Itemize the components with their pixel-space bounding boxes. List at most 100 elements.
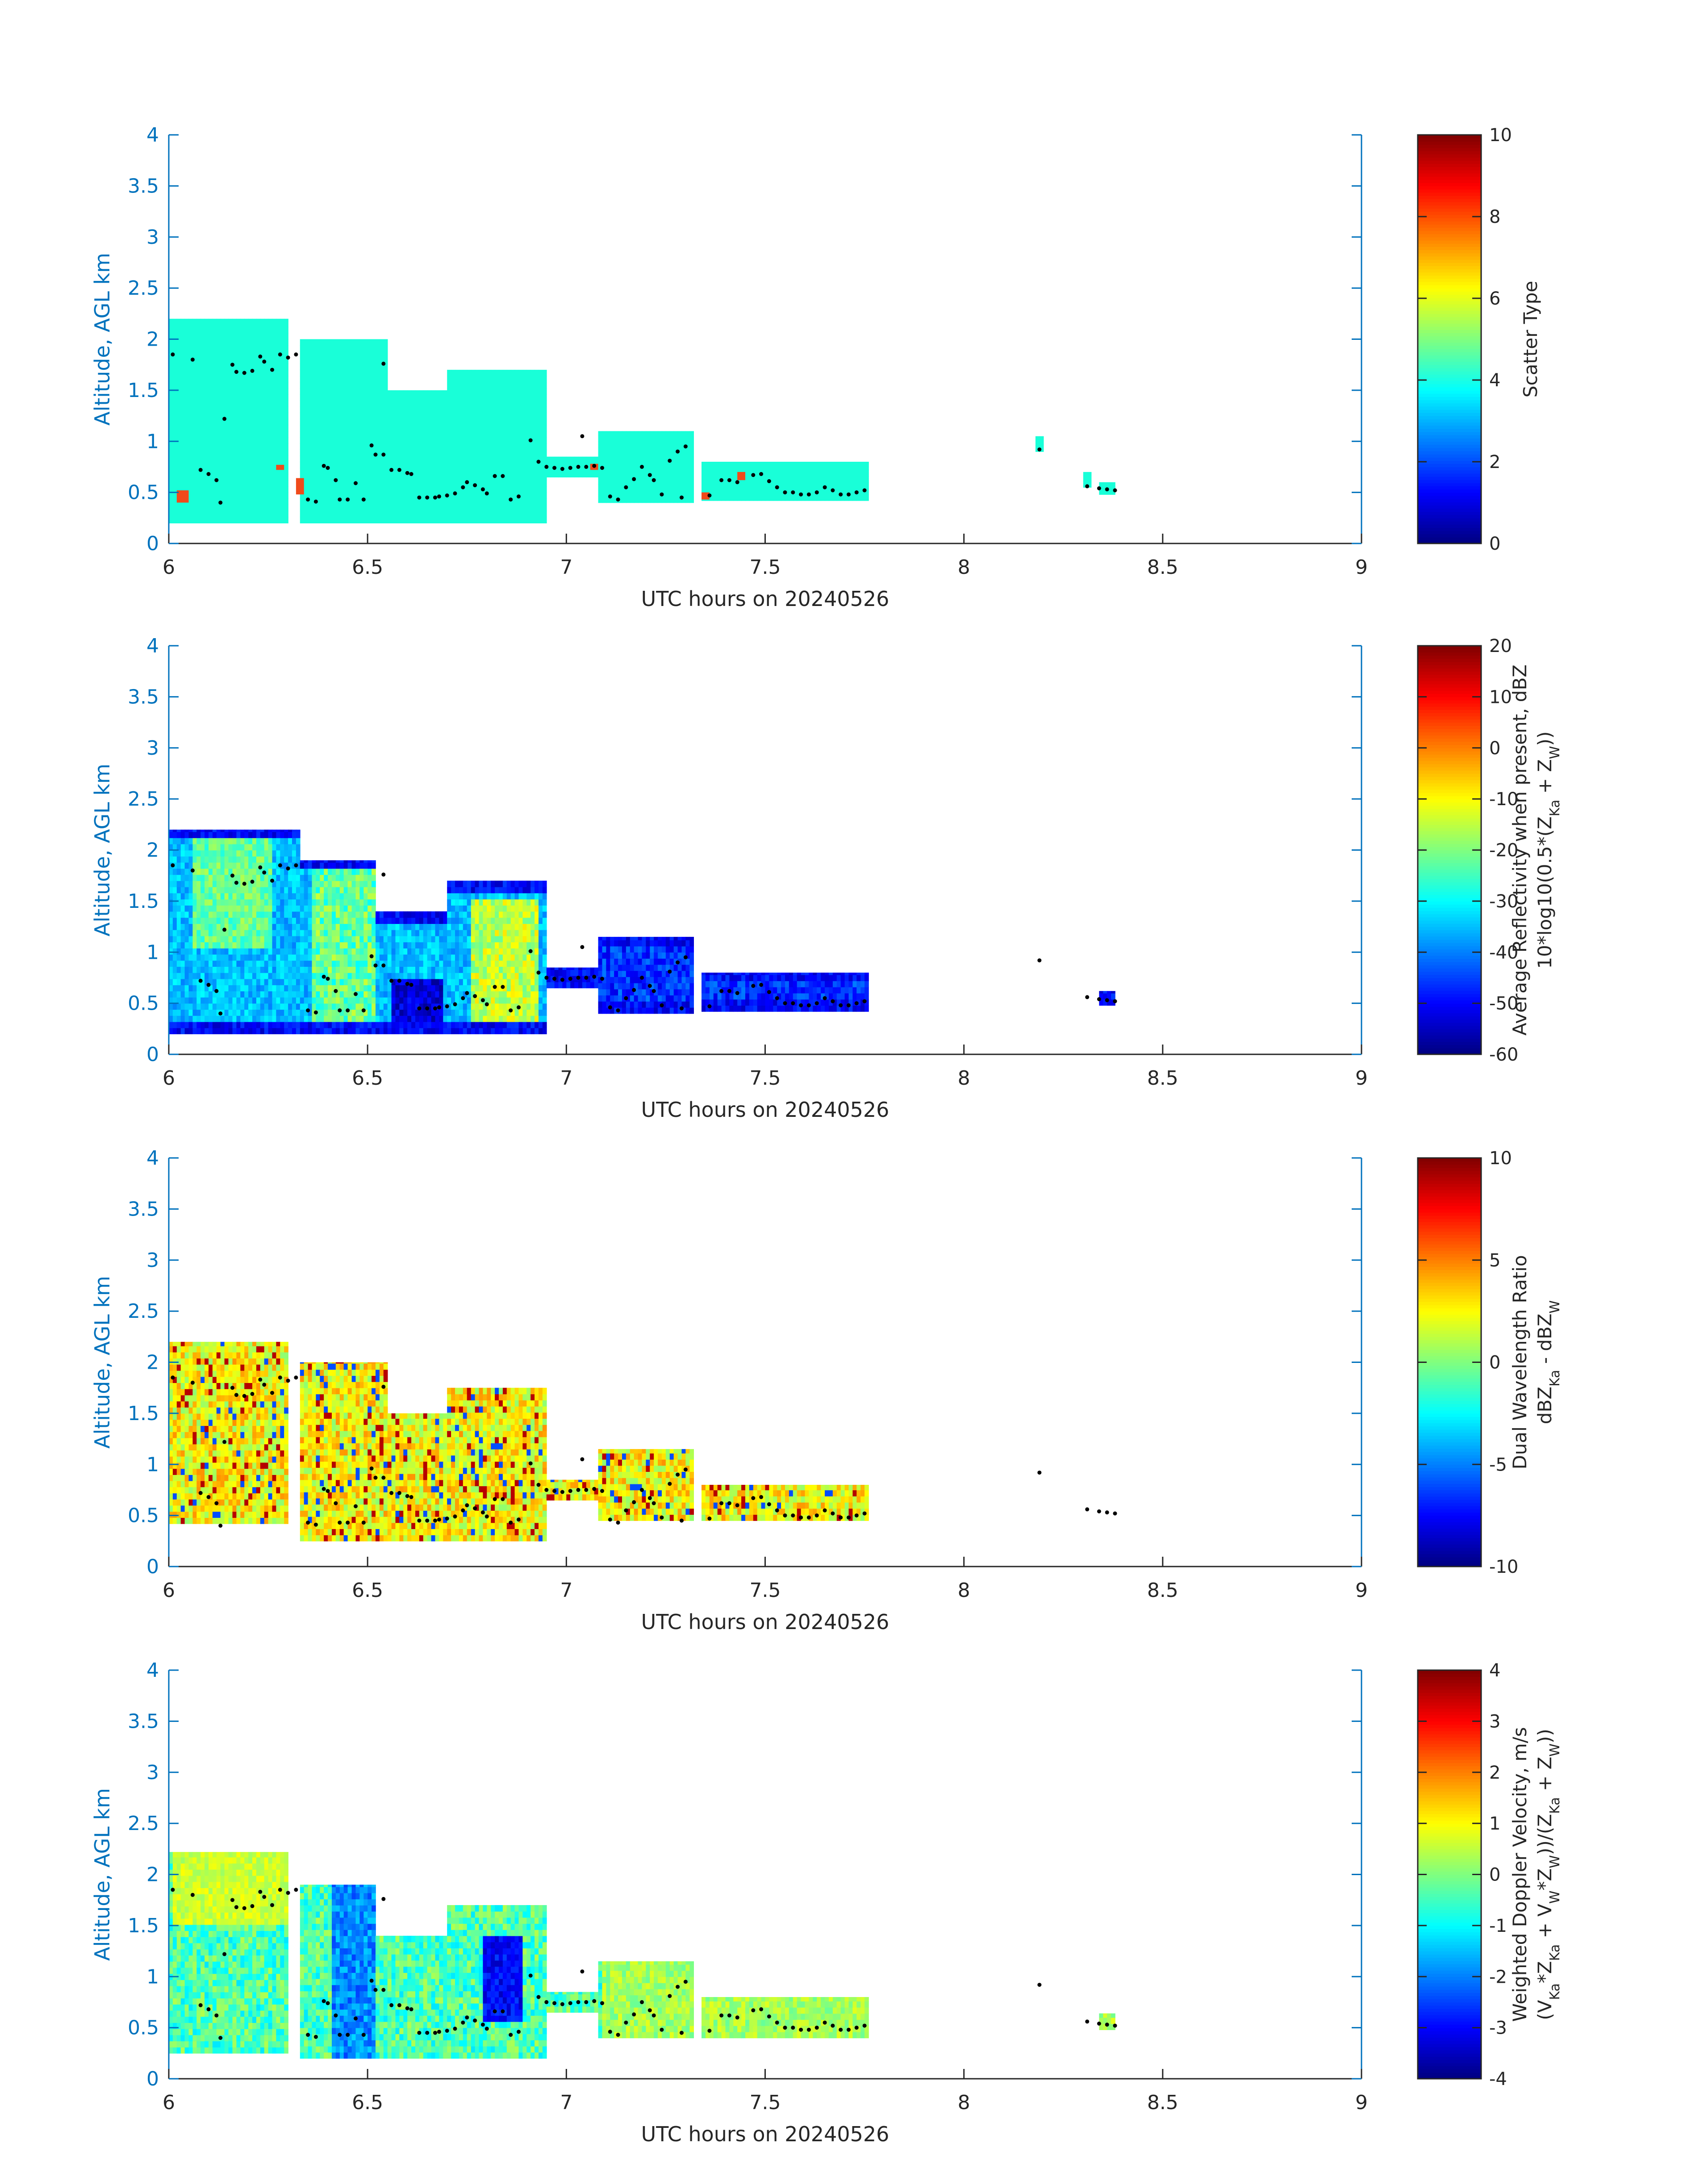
heatmap-cell: [184, 917, 189, 924]
heatmap-cell: [459, 376, 464, 383]
heatmap-cell: [864, 494, 869, 501]
heatmap-cell: [312, 425, 317, 432]
heatmap-cell: [840, 494, 845, 501]
heatmap-cell: [236, 449, 241, 456]
heatmap-cell: [610, 466, 614, 472]
heatmap-cell: [180, 917, 185, 924]
colorbar-tick-label: 6: [1489, 288, 1500, 309]
heatmap-cell: [288, 985, 292, 991]
heatmap-cell: [300, 1003, 305, 1010]
heatmap-cell: [455, 394, 459, 401]
heatmap-cell: [220, 388, 225, 395]
heatmap-cell: [224, 321, 229, 327]
height-marker: [465, 480, 469, 485]
heatmap-cell: [256, 832, 261, 838]
heatmap-cell: [260, 886, 265, 894]
heatmap-cell: [435, 498, 440, 505]
heatmap-cell: [455, 370, 459, 376]
heatmap-cell: [347, 486, 352, 493]
heatmap-cell: [335, 510, 340, 518]
heatmap-cell: [535, 388, 539, 395]
heatmap-cell: [276, 437, 281, 444]
heatmap-cell: [769, 482, 774, 489]
heatmap-cell: [713, 488, 718, 495]
heatmap-cell: [312, 394, 317, 401]
heatmap-cell: [606, 478, 611, 485]
heatmap-cell: [272, 443, 277, 450]
heatmap-cell: [539, 400, 543, 407]
heatmap-cell: [224, 1003, 229, 1010]
heatmap-cell: [209, 351, 213, 358]
heatmap-cell: [228, 364, 233, 370]
heatmap-cell: [669, 431, 674, 436]
heatmap-cell: [232, 413, 237, 419]
heatmap-cell: [180, 929, 185, 936]
heatmap-cell: [272, 899, 277, 906]
heatmap-cell: [176, 394, 181, 401]
heatmap-cell: [220, 862, 225, 869]
heatmap-cell: [284, 1028, 288, 1034]
heatmap-cell: [196, 425, 201, 432]
heatmap-cell: [228, 498, 233, 505]
heatmap-cell: [606, 447, 611, 454]
heatmap-cell: [300, 1009, 305, 1016]
heatmap-cell: [224, 936, 229, 943]
heatmap-cell: [252, 856, 257, 863]
heatmap-cell: [610, 460, 614, 466]
height-marker: [354, 481, 358, 485]
heatmap-cell: [658, 460, 662, 466]
heatmap-cell: [769, 476, 774, 483]
heatmap-cell: [205, 829, 209, 832]
heatmap-cell: [256, 345, 261, 352]
heatmap-cell: [343, 339, 348, 346]
heatmap-cell: [427, 394, 432, 401]
heatmap-cell: [184, 997, 189, 1004]
heatmap-cell: [209, 874, 213, 881]
heatmap-cell: [200, 868, 205, 875]
heatmap-cell: [176, 357, 181, 364]
heatmap-cell: [510, 400, 515, 407]
heatmap-cell: [506, 498, 511, 505]
heatmap-cell: [169, 1028, 173, 1034]
heatmap-cell: [252, 1009, 257, 1016]
heatmap-cell: [435, 400, 440, 407]
heatmap-cell: [216, 468, 221, 475]
heatmap-cell: [209, 443, 213, 450]
heatmap-cell: [280, 893, 284, 900]
heatmap-cell: [805, 462, 810, 464]
heatmap-cell: [423, 474, 428, 481]
heatmap-cell: [200, 321, 205, 327]
heatmap-cell: [320, 406, 324, 413]
heatmap-cell: [316, 474, 321, 481]
heatmap-cell: [702, 464, 706, 471]
heatmap-cell: [224, 917, 229, 924]
heatmap-cell: [252, 394, 257, 401]
heatmap-cell: [451, 376, 455, 383]
heatmap-cell: [359, 339, 364, 346]
heatmap-cell: [1103, 488, 1107, 495]
heatmap-cell: [180, 351, 185, 358]
heatmap-cell: [487, 431, 491, 438]
heatmap-cell: [200, 991, 205, 998]
heatmap-cell: [499, 517, 503, 523]
heatmap-cell: [347, 449, 352, 456]
heatmap-cell: [252, 1028, 257, 1034]
heatmap-cell: [200, 388, 205, 395]
heatmap-cell: [530, 486, 535, 493]
heatmap-cell: [180, 437, 185, 444]
heatmap-cell: [836, 462, 841, 464]
heatmap-cell: [320, 474, 324, 481]
heatmap-cell: [260, 905, 265, 912]
heatmap-cell: [650, 435, 654, 442]
heatmap-cell: [276, 942, 281, 949]
heatmap-cell: [638, 441, 643, 448]
heatmap-cell: [702, 482, 706, 489]
heatmap-cell: [646, 441, 651, 448]
heatmap-cell: [817, 470, 821, 476]
heatmap-cell: [590, 471, 595, 478]
heatmap-cell: [372, 492, 376, 499]
heatmap-cell: [228, 991, 233, 998]
heatmap-cell: [483, 413, 488, 419]
heatmap-cell: [296, 862, 301, 869]
heatmap-cell: [332, 517, 336, 523]
